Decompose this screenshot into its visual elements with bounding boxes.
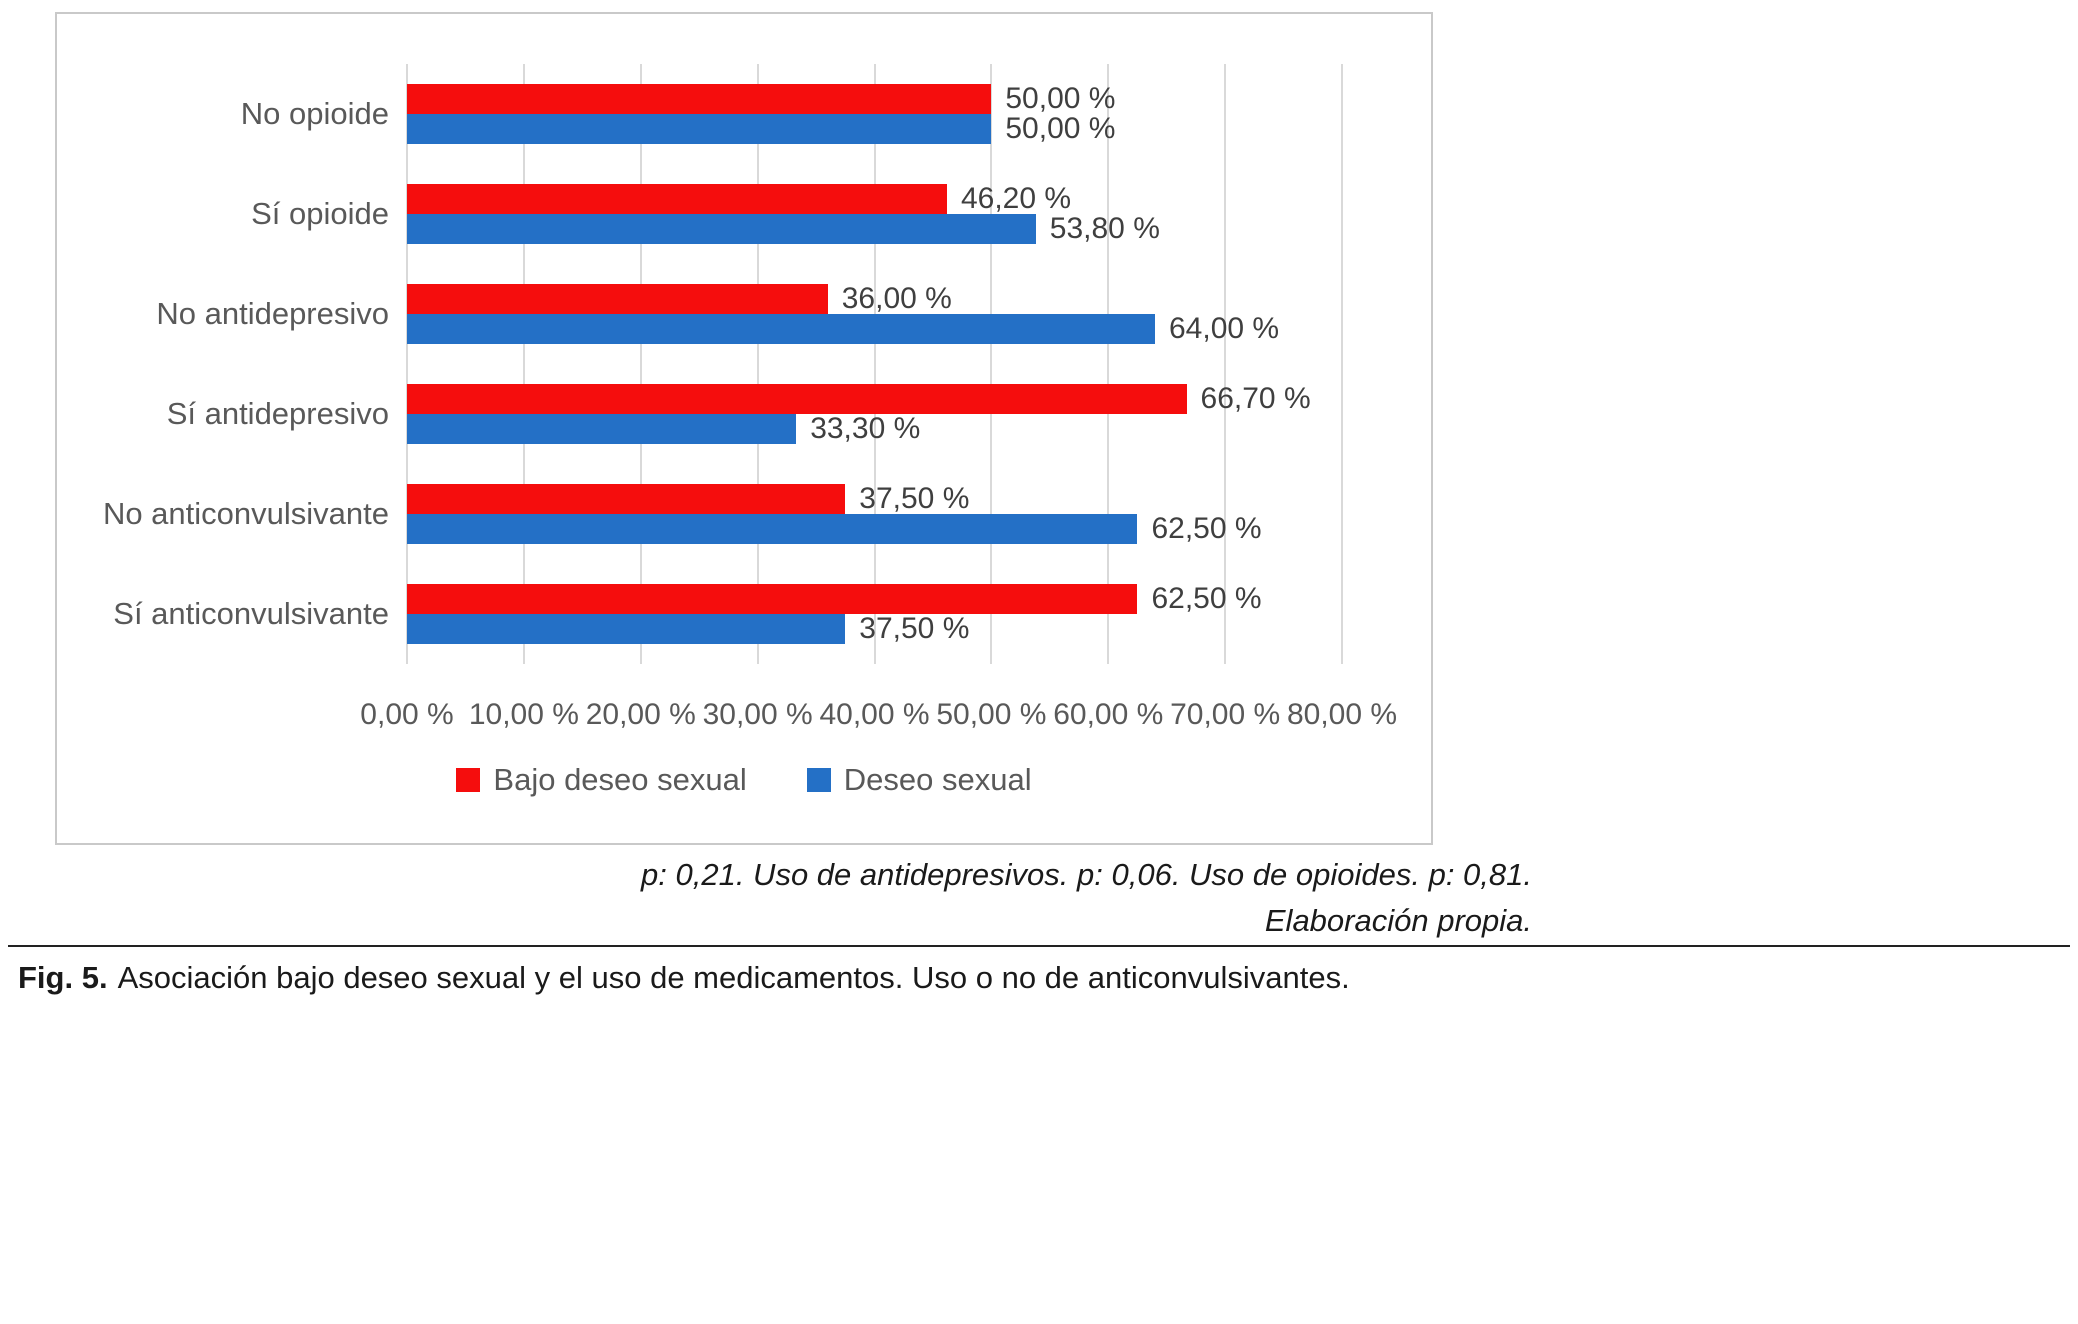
gridline: [522, 64, 525, 664]
gridline: [1224, 64, 1227, 664]
bar-bajo-deseo-sexual: [407, 584, 1138, 614]
data-label: 36,00 %: [841, 282, 952, 315]
note-source: Elaboración propia.: [1264, 903, 1532, 938]
x-axis-tick-label: 70,00 %: [1170, 698, 1281, 731]
legend-label: Deseo sexual: [843, 762, 1032, 797]
legend-item-deseo-sexual: Deseo sexual: [806, 762, 1032, 798]
legend-swatch-bajo-deseo-sexual: [456, 768, 481, 792]
legend-item-bajo-deseo-sexual: Bajo deseo sexual: [456, 762, 747, 798]
bar-group: No anticonvulsivante 37,50 % 62,50 %: [103, 464, 1342, 564]
x-axis-tick-label: 50,00 %: [936, 698, 1047, 731]
category-label: No antidepresivo: [156, 296, 389, 331]
category-label: Sí opioide: [251, 196, 389, 231]
gridline: [1107, 64, 1110, 664]
bar-deseo-sexual: [407, 614, 846, 644]
bar-group: Sí antidepresivo 66,70 % 33,30 %: [167, 364, 1342, 464]
data-label: 62,50 %: [1151, 582, 1262, 615]
bar-group: No antidepresivo 36,00 % 64,00 %: [156, 264, 1342, 364]
data-label: 62,50 %: [1151, 512, 1262, 545]
bar-deseo-sexual: [407, 114, 992, 144]
category-label: Sí anticonvulsivante: [113, 596, 389, 631]
gridline: [406, 64, 408, 664]
gridline: [990, 64, 993, 664]
legend-swatch-deseo-sexual: [806, 768, 831, 792]
legend-label: Bajo deseo sexual: [493, 762, 747, 797]
x-axis-tick-label: 20,00 %: [585, 698, 696, 731]
data-label: 46,20 %: [960, 182, 1072, 215]
x-axis-tick-label: 60,00 %: [1053, 698, 1164, 731]
bar-deseo-sexual: [407, 314, 1155, 344]
bar-bajo-deseo-sexual: [407, 284, 828, 314]
bar-group: Sí opioide 46,20 % 53,80 %: [251, 164, 1342, 264]
figure-caption-text: Asociación bajo deseo sexual y el uso de…: [117, 960, 1350, 995]
x-axis-tick-label: 80,00 %: [1286, 698, 1398, 731]
data-label: 37,50 %: [859, 612, 970, 645]
bar-bajo-deseo-sexual: [407, 184, 947, 214]
data-label: 53,80 %: [1049, 212, 1160, 245]
data-label: 50,00 %: [1005, 112, 1116, 145]
bar-bajo-deseo-sexual: [407, 484, 846, 514]
note-pvalues: p: 0,21. Uso de antidepresivos. p: 0,06.…: [641, 857, 1532, 892]
figure-caption: Fig. 5. Asociación bajo deseo sexual y el…: [18, 960, 1350, 996]
bar-deseo-sexual: [407, 414, 797, 444]
data-label: 66,70 %: [1200, 382, 1311, 415]
gridline: [873, 64, 876, 664]
data-label: 64,00 %: [1169, 312, 1280, 345]
x-axis-tick-label: 30,00 %: [702, 698, 813, 731]
category-label: No opioide: [240, 96, 389, 131]
legend: Bajo deseo sexual Deseo sexual: [57, 762, 1431, 798]
x-axis-tick-label: 40,00 %: [819, 698, 930, 731]
bar-deseo-sexual: [407, 514, 1138, 544]
gridline: [756, 64, 759, 664]
bar-bajo-deseo-sexual: [407, 384, 1187, 414]
bar-bajo-deseo-sexual: [407, 84, 992, 114]
gridline: [639, 64, 642, 664]
data-label: 33,30 %: [810, 412, 921, 445]
figure-number: Fig. 5.: [18, 960, 108, 995]
gridline: [1341, 64, 1343, 664]
plot-area: No opioide 50,00 % 50,00 % Sí opioide 46,20 …: [103, 64, 1343, 664]
x-axis: 0,00 % 10,00 % 20,00 % 30,00 % 40,00 % 50,00 …: [360, 698, 1397, 738]
bar-group: Sí anticonvulsivante 62,50 % 37,50 %: [113, 564, 1342, 664]
x-axis-tick-label: 0,00 %: [360, 698, 454, 731]
bar-group: No opioide 50,00 % 50,00 %: [241, 64, 1342, 164]
chart-panel: No opioide 50,00 % 50,00 % Sí opioide 46,20 …: [55, 12, 1433, 845]
figure-notes: p: 0,21. Uso de antidepresivos. p: 0,06.…: [500, 852, 1532, 944]
category-label: No anticonvulsivante: [102, 496, 389, 531]
bar-deseo-sexual: [407, 214, 1036, 244]
caption-divider: [8, 945, 2070, 947]
data-label: 50,00 %: [1005, 82, 1116, 115]
category-label: Sí antidepresivo: [166, 396, 389, 431]
x-axis-tick-label: 10,00 %: [468, 698, 579, 731]
data-label: 37,50 %: [859, 482, 970, 515]
